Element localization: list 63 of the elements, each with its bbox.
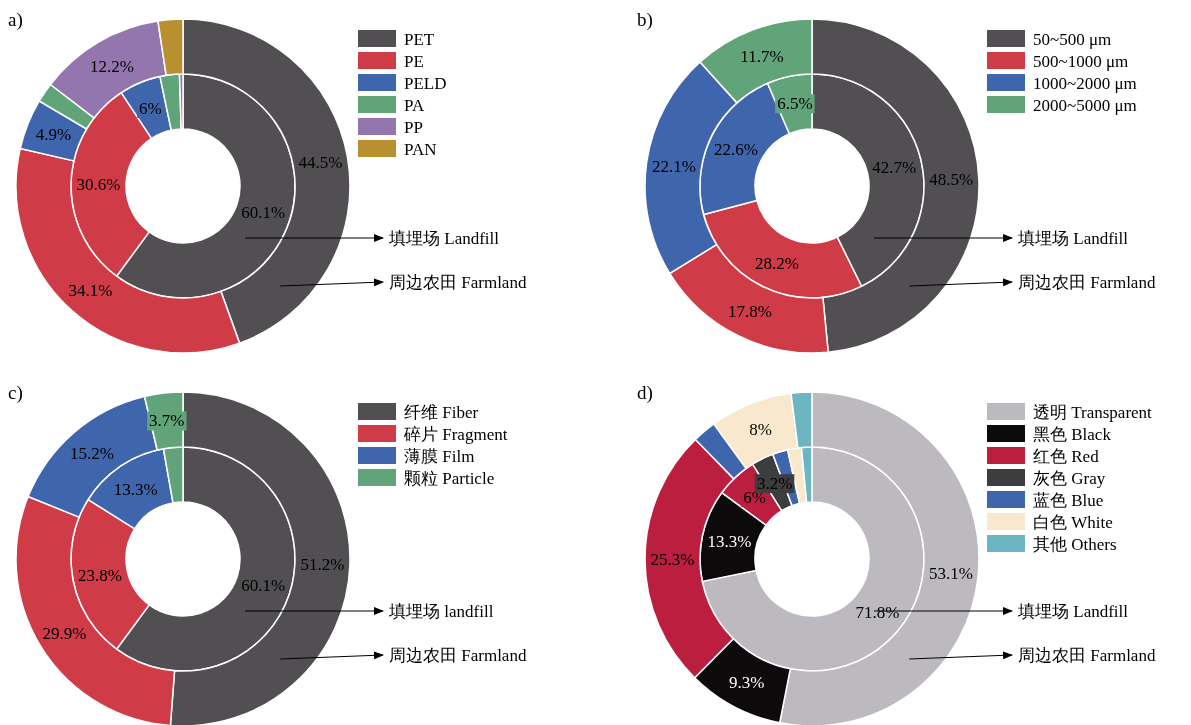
legend-label: 蓝色 Blue xyxy=(1033,491,1104,510)
legend-label: PE xyxy=(404,52,424,71)
data-label: 34.1% xyxy=(68,281,113,301)
legend-label: 灰色 Gray xyxy=(1033,469,1106,488)
legend-label: 50~500 μm xyxy=(1033,30,1112,49)
legend-label: 2000~5000 μm xyxy=(1033,96,1137,115)
slice-label: 填埋场 Landfill xyxy=(1017,229,1129,248)
data-label: 22.6% xyxy=(714,140,758,160)
legend-label: 薄膜 Film xyxy=(404,447,475,466)
legend-label: 碎片 Fragment xyxy=(403,425,508,444)
chart-title: b) xyxy=(637,9,653,31)
data-label: 13.3% xyxy=(113,479,158,499)
data-label: 44.5% xyxy=(298,153,343,173)
data-label: 13.3% xyxy=(707,531,752,551)
data-label: 3.7% xyxy=(149,411,185,431)
data-label: 12.2% xyxy=(90,56,134,76)
chart-title: a) xyxy=(8,9,23,31)
legend-label: PELD xyxy=(404,74,447,93)
data-label: 23.8% xyxy=(78,565,122,585)
legend-label: 其他 Others xyxy=(1033,535,1117,554)
slice-label: 周边农田 Farmland xyxy=(1018,273,1156,292)
data-label: 8% xyxy=(749,420,772,440)
data-label: 17.8% xyxy=(727,301,772,321)
data-label: 4.9% xyxy=(35,125,72,145)
data-label: 42.7% xyxy=(872,157,917,177)
data-label: 22.1% xyxy=(651,157,696,177)
data-label: 3.2% xyxy=(756,474,793,494)
slice-label: 填埋场 Landfill xyxy=(1017,602,1129,621)
data-label: 15.2% xyxy=(70,444,115,464)
data-label: 48.5% xyxy=(929,170,974,190)
data-label: 25.3% xyxy=(650,549,695,569)
legend-label: 黑色 Black xyxy=(1033,425,1112,444)
slice-label: 周边农田 Farmland xyxy=(389,646,527,665)
legend-label: 红色 Red xyxy=(1033,447,1100,466)
data-label: 30.6% xyxy=(76,174,121,194)
slice-label: 周边农田 Farmland xyxy=(1018,646,1156,665)
data-label: 51.2% xyxy=(300,555,345,575)
legend-label: PA xyxy=(404,96,425,115)
data-label: 9.3% xyxy=(729,673,765,693)
data-label: 6.5% xyxy=(777,94,813,114)
data-label: 6% xyxy=(743,488,766,508)
legend-label: 500~1000 μm xyxy=(1033,52,1129,71)
legend-label: PP xyxy=(404,118,423,137)
data-label: 28.2% xyxy=(755,253,799,273)
data-label: 6% xyxy=(139,99,162,119)
data-label: 11.7% xyxy=(740,46,784,66)
data-label: 53.1% xyxy=(928,563,973,583)
legend-label: 颗粒 Particle xyxy=(404,469,495,488)
legend-label: 1000~2000 μm xyxy=(1033,74,1137,93)
legend-label: PAN xyxy=(404,140,437,159)
legend-label: 纤维 Fiber xyxy=(404,403,479,422)
slice-label: 填埋场 Landfill xyxy=(388,229,500,248)
slice-label: 填埋场 landfill xyxy=(388,602,494,621)
legend-label: PET xyxy=(404,30,435,49)
legend-label: 白色 White xyxy=(1033,513,1113,532)
data-label: 71.8% xyxy=(855,603,900,623)
data-label: 29.9% xyxy=(42,623,87,643)
chart-title: d) xyxy=(637,382,653,404)
data-label: 60.1% xyxy=(241,576,286,596)
chart-title: c) xyxy=(8,382,23,404)
slice-label: 周边农田 Farmland xyxy=(389,273,527,292)
data-label: 60.1% xyxy=(241,203,286,223)
legend-label: 透明 Transparent xyxy=(1033,403,1153,422)
